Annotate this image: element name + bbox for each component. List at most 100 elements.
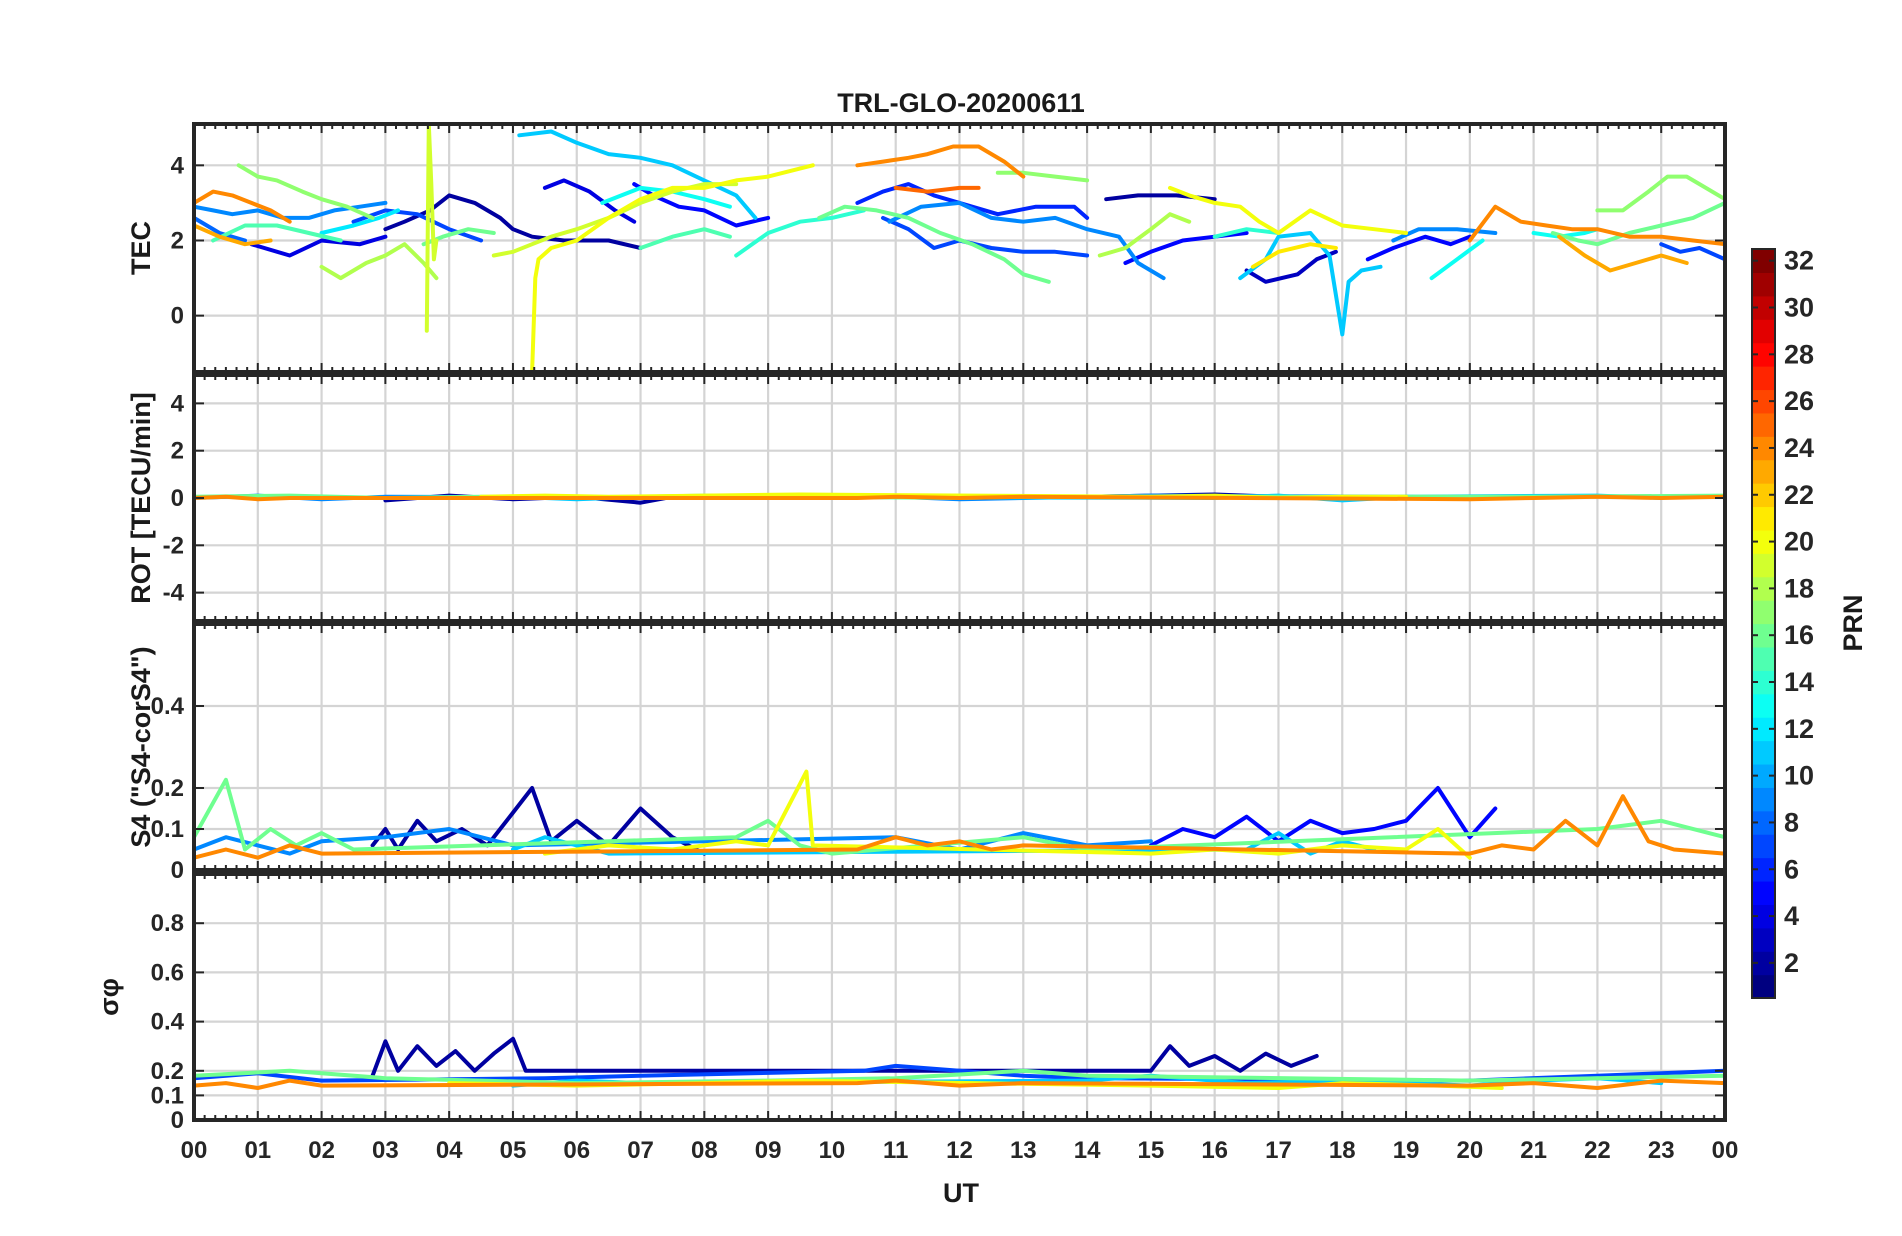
series-line-prn-24: [194, 794, 1725, 860]
series-line-prn-9: [887, 200, 1166, 281]
colorbar-tick-label: 2: [1784, 948, 1799, 978]
x-tick-label: 10: [819, 1137, 846, 1164]
y-tick-label: 2: [171, 227, 184, 254]
x-tick-label: 16: [1201, 1137, 1228, 1164]
series-line-prn-15: [638, 227, 732, 250]
series-line-prn-17: [995, 170, 1090, 183]
colorbar-tick-label: 22: [1784, 480, 1814, 510]
y-tick-label: 0.1: [151, 816, 184, 843]
x-tick-label: 17: [1265, 1137, 1292, 1164]
series-line-prn-19: [491, 182, 739, 258]
colorbar-swatch-prn-30: [1752, 295, 1775, 320]
series-line-prn-2: [370, 1036, 1319, 1078]
colorbar-swatch-prn-1: [1752, 974, 1775, 999]
panel-rot-ylabel: ROT [TECU/min]: [126, 392, 156, 603]
series-line-prn-14: [1212, 227, 1281, 239]
series-line-prn-17: [236, 163, 375, 220]
x-tick-label: 15: [1138, 1137, 1165, 1164]
x-tick-label: 03: [372, 1137, 399, 1164]
series-line-prn-12: [319, 208, 401, 235]
y-tick-label: 0.6: [151, 959, 184, 986]
colorbar-swatch-prn-28: [1752, 342, 1775, 367]
colorbar-swatch-prn-16: [1752, 623, 1775, 648]
y-tick-label: 0: [171, 857, 184, 884]
x-tick-label: 23: [1648, 1137, 1675, 1164]
colorbar-tick-label: 6: [1784, 854, 1799, 884]
series-line-prn-16: [1550, 200, 1725, 247]
panel-tec-grid: [194, 124, 1725, 372]
chart-title: TRL-GLO-20200611: [837, 88, 1085, 118]
colorbar-swatch-prn-32: [1752, 249, 1775, 274]
series-line-prn-24: [194, 189, 292, 224]
x-tick-label: 13: [1010, 1137, 1037, 1164]
series-line-prn-18: [1097, 212, 1192, 258]
colorbar-swatch-prn-10: [1752, 763, 1775, 788]
colorbar-swatch-prn-25: [1752, 412, 1775, 437]
colorbar-swatch-prn-22: [1752, 483, 1775, 508]
colorbar-tick-label: 10: [1784, 761, 1814, 791]
x-tick-label: 00: [181, 1137, 208, 1164]
x-tick-label: 12: [946, 1137, 973, 1164]
colorbar-swatch-prn-24: [1752, 436, 1775, 461]
series-line-prn-5: [632, 182, 771, 228]
colorbar-label: PRN: [1838, 594, 1868, 651]
colorbar-swatch-prn-21: [1752, 506, 1775, 531]
x-tick-label: 00: [1712, 1137, 1739, 1164]
colorbar-tick-label: 28: [1784, 339, 1814, 369]
x-tick-label: 20: [1456, 1137, 1483, 1164]
colorbar-swatch-prn-27: [1752, 366, 1775, 391]
x-tick-label: 04: [436, 1137, 463, 1164]
series-line-prn-24: [1467, 204, 1725, 247]
series-line-prn-13: [1429, 238, 1485, 281]
colorbar-swatch-prn-12: [1752, 717, 1775, 742]
panel-tec: 0 2 4 TEC: [126, 122, 1727, 374]
series-line-prn-3: [1244, 249, 1338, 284]
panel-sigma-series: [194, 1036, 1725, 1090]
colorbar-swatch-prn-31: [1752, 272, 1775, 297]
y-tick-label: 0.4: [151, 693, 185, 720]
colorbar-swatch-prn-29: [1752, 319, 1775, 344]
colorbar-tick-label: 24: [1784, 433, 1814, 463]
panel-rot-ticks: -4 -2 0 2 4: [163, 375, 1726, 621]
colorbar-swatch-prn-4: [1752, 904, 1775, 929]
series-line-prn-18: [319, 242, 439, 281]
colorbar-swatch-prn-7: [1752, 834, 1775, 859]
colorbar-swatch-prn-15: [1752, 646, 1775, 671]
series-line-prn-25: [893, 185, 981, 194]
colorbar-swatch-prn-3: [1752, 927, 1775, 952]
colorbar-swatch-prn-19: [1752, 553, 1775, 578]
series-line-prn-20: [1168, 185, 1408, 235]
series-line-prn-20: [530, 163, 815, 372]
x-tick-labels: 00 01 02 03 04 05 06 07 08 09 10 11 12 13 14 15 16 17 18 19…: [181, 1137, 1739, 1164]
series-line-prn-24: [855, 144, 1026, 179]
y-tick-label: 0: [171, 303, 184, 330]
series-line-prn-5: [1123, 231, 1249, 265]
colorbar-swatch-prn-14: [1752, 670, 1775, 695]
series-line-prn-5: [1365, 234, 1472, 262]
panel-s4-grid: [194, 624, 1725, 870]
y-tick-label: 0.8: [151, 910, 184, 937]
colorbar-tick-label: 20: [1784, 527, 1814, 557]
colorbar-frame: [1751, 248, 1776, 999]
colorbar-swatch-prn-26: [1752, 389, 1775, 414]
panel-rot-series: [194, 492, 1725, 505]
y-tick-label: -4: [163, 580, 185, 607]
panel-tec-ticks: 0 2 4: [171, 124, 1726, 372]
x-tick-label: 19: [1393, 1137, 1420, 1164]
colorbar-swatch-prn-2: [1752, 951, 1775, 976]
series-line-prn-5: [1148, 786, 1498, 848]
x-tick-label: 14: [1074, 1137, 1101, 1164]
x-tick-label: 09: [755, 1137, 782, 1164]
colorbar-tick-label: 4: [1784, 901, 1799, 931]
y-tick-label: -2: [163, 532, 184, 559]
colorbar-swatch-prn-20: [1752, 529, 1775, 554]
series-line-prn-11: [517, 129, 758, 220]
series-line-prn-2: [370, 786, 707, 856]
y-tick-label: 0.4: [151, 1009, 185, 1036]
x-axis-label: UT: [943, 1178, 979, 1208]
y-tick-label: 4: [171, 152, 185, 179]
panel-sigma-ylabel: σφ: [94, 978, 124, 1016]
series-line-prn-9: [1391, 227, 1498, 243]
